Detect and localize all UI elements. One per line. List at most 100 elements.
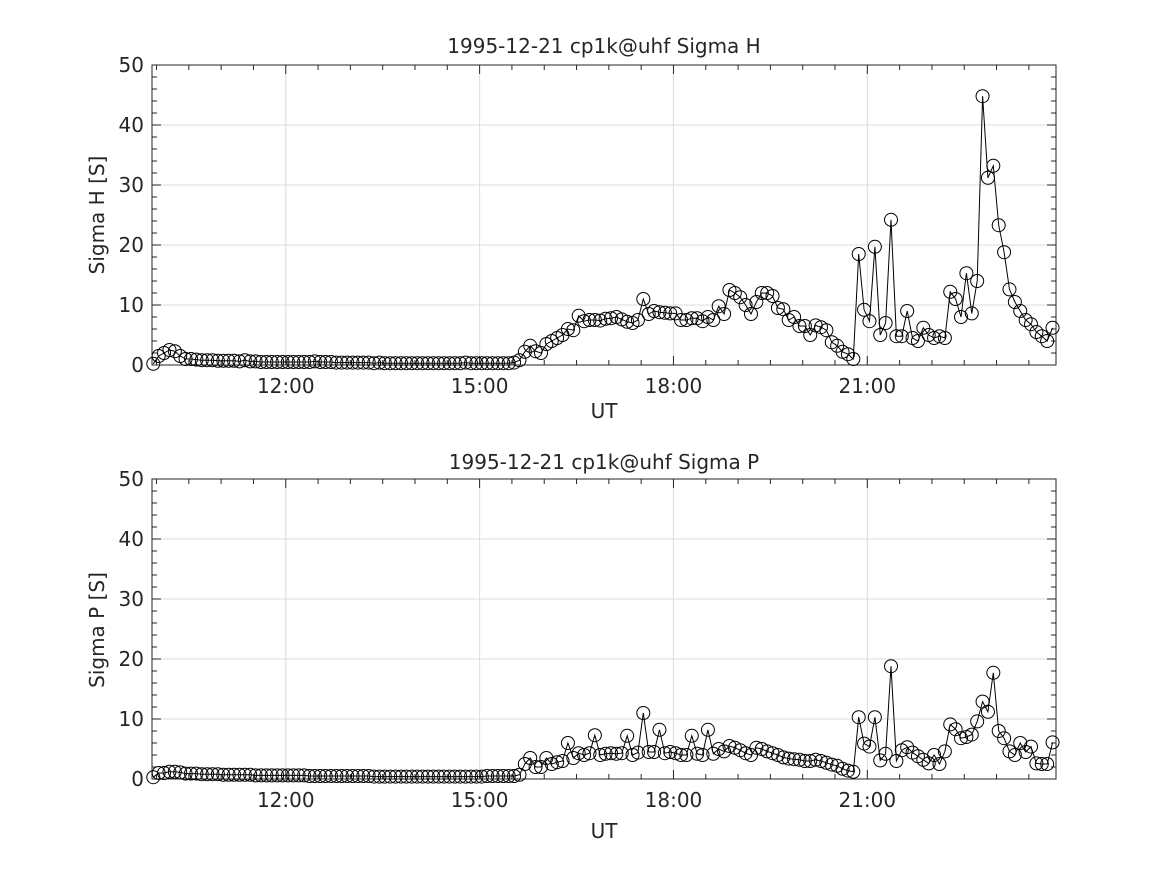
sigma-h-data-point (388, 356, 403, 371)
sigma-h-data-point (404, 356, 419, 371)
sigma-h-data-point (652, 305, 667, 320)
sigma-p-data-point (700, 722, 715, 737)
sigma-p-y-tick-label: 50 (119, 467, 144, 491)
sigma-h-data-point (927, 331, 942, 345)
sigma-p-data-point (248, 768, 263, 783)
sigma-h-data-point (620, 314, 635, 329)
sigma-p-y-tick-label: 30 (119, 587, 144, 611)
sigma-p-data-point (313, 769, 328, 783)
sigma-p-data-point (361, 769, 376, 783)
sigma-p-data-point (173, 765, 188, 780)
sigma-p-data-point (787, 752, 802, 767)
sigma-h-data-point (679, 313, 694, 327)
sigma-h-y-tick-label: 40 (119, 113, 144, 137)
sigma-p-data-point (151, 766, 166, 780)
sigma-p-data-point (189, 766, 204, 781)
sigma-p-data-point (776, 750, 791, 765)
sigma-h-data-point (733, 290, 748, 305)
sigma-p-data-point (722, 739, 737, 753)
sigma-h-data-point (964, 306, 979, 321)
sigma-p-data-point (587, 728, 602, 743)
sigma-p-data-point (657, 746, 672, 761)
sigma-p-data-point (243, 767, 258, 782)
sigma-h-data-point (227, 353, 242, 368)
sigma-h-data-point (894, 329, 909, 344)
sigma-h-data-point (991, 218, 1006, 233)
sigma-p-data-point (760, 744, 775, 759)
sigma-h-data-point (523, 338, 538, 353)
sigma-h-data-point (297, 355, 312, 369)
sigma-p-y-tick-label: 0 (131, 767, 144, 791)
sigma-p-data-point (157, 766, 172, 780)
sigma-p-data-point (943, 717, 958, 732)
sigma-h-data-point (738, 298, 753, 312)
sigma-h-data-point (749, 295, 764, 309)
sigma-h-data-point (480, 356, 495, 371)
sigma-h-data-point (577, 314, 592, 329)
sigma-p-data-point (447, 769, 462, 784)
sigma-p-data-point (388, 769, 403, 784)
sigma-h-data-point (636, 292, 651, 306)
sigma-h-data-point (232, 354, 247, 369)
sigma-p-data-point (846, 764, 861, 779)
sigma-p-data-point (550, 755, 565, 770)
sigma-p-data-point (620, 728, 635, 743)
sigma-h-data-point (420, 356, 435, 371)
sigma-h-data-point (162, 343, 177, 357)
sigma-h-data-point (442, 356, 457, 371)
sigma-p-data-point (280, 768, 295, 783)
sigma-h-data-point (286, 355, 301, 369)
sigma-h-data-point (695, 314, 710, 329)
sigma-h-data-point (410, 356, 425, 371)
sigma-h-x-tick-label: 18:00 (645, 374, 703, 398)
sigma-p-data-point (593, 748, 608, 762)
sigma-h-data-point (647, 304, 662, 318)
sigma-h-data-point (857, 302, 872, 317)
sigma-h-data-point (372, 355, 387, 370)
sigma-h-y-tick-label: 50 (119, 53, 144, 77)
sigma-h-data-point (345, 355, 360, 370)
sigma-h-axes-box (151, 64, 1057, 366)
sigma-p-data-point (808, 752, 823, 767)
sigma-p-data-point (695, 748, 710, 762)
sigma-h-data-point (361, 355, 376, 370)
sigma-p-data-point (469, 769, 484, 784)
sigma-p-data-point (458, 769, 473, 784)
sigma-p-data-point (609, 746, 624, 761)
sigma-p-data-point (749, 740, 764, 755)
sigma-h-data-point (727, 286, 742, 300)
sigma-h-data-point (878, 316, 893, 330)
sigma-p-data-point (1029, 756, 1044, 771)
sigma-h-data-point (663, 306, 678, 321)
sigma-h-data-point (533, 346, 548, 360)
sigma-p-data-point (480, 769, 495, 783)
sigma-p-data-point (997, 731, 1012, 746)
sigma-p-data-point (334, 769, 349, 783)
sigma-h-data-point (932, 329, 947, 344)
sigma-p-data-point (474, 769, 489, 784)
sigma-h-data-point (264, 355, 279, 369)
sigma-h-data-point (329, 355, 344, 370)
sigma-p-data-point (1045, 735, 1060, 750)
sigma-p-data-point (674, 748, 689, 762)
sigma-h-data-point (458, 355, 473, 370)
sigma-p-axes-box (151, 478, 1057, 780)
sigma-h-data-point (469, 356, 484, 371)
sigma-p-data-point (878, 746, 893, 761)
sigma-p-data-point (636, 706, 651, 720)
sigma-h-data-point (1007, 295, 1022, 309)
sigma-p-data-point (668, 746, 683, 761)
sigma-p-data-point (647, 745, 662, 759)
sigma-p-data-point (717, 744, 732, 759)
sigma-h-data-point (447, 356, 462, 371)
sigma-p-axes: 1995-12-21 cp1k@uhf Sigma P UT Sigma P [… (85, 450, 1060, 843)
sigma-p-data-point (706, 746, 721, 761)
sigma-p-data-point (393, 769, 408, 784)
sigma-h-data-point (340, 355, 355, 370)
sigma-p-data-point (377, 769, 392, 784)
sigma-p-data-point (463, 769, 478, 784)
sigma-h-data-point (604, 311, 619, 326)
sigma-p-data-point (954, 731, 969, 746)
sigma-p-data-point (350, 769, 365, 783)
sigma-h-data-point (1034, 329, 1049, 344)
